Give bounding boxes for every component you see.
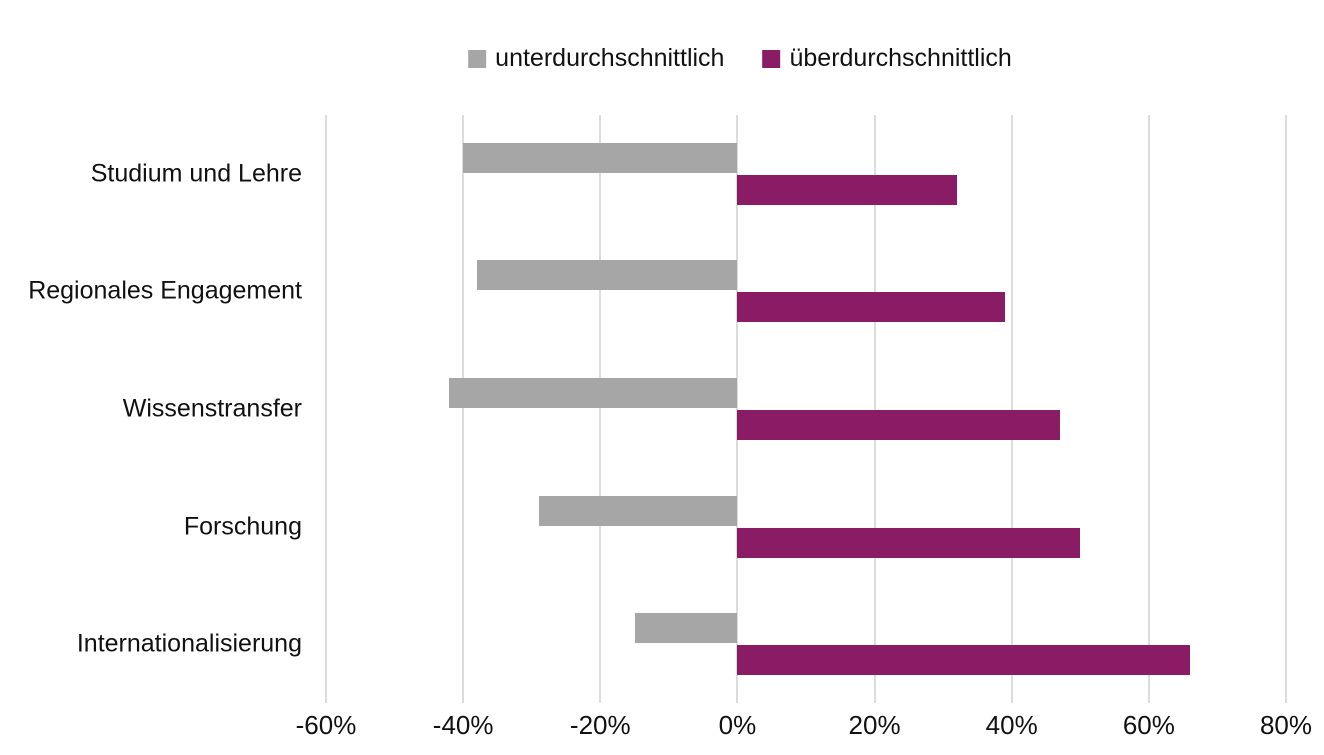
bar-unterdurchschnittlich-3 xyxy=(538,495,738,526)
x-tick-label-60: 60% xyxy=(1122,710,1175,740)
gridline--20 xyxy=(599,115,602,703)
legend-swatch-unterdurchschnittlich xyxy=(468,49,487,68)
legend-item-unterdurchschnittlich: unterdurchschnittlich xyxy=(468,44,724,73)
x-tick-label-40: 40% xyxy=(985,710,1038,740)
x-tick-label-80: 80% xyxy=(1259,710,1313,740)
category-label-2: Wissenstransfer xyxy=(122,394,302,423)
x-tick-label--20: -20% xyxy=(569,710,631,740)
plot-area xyxy=(325,115,1287,703)
legend-label-unterdurchschnittlich: unterdurchschnittlich xyxy=(495,44,725,72)
gridline--60 xyxy=(325,115,327,703)
gridline-80 xyxy=(1285,115,1287,703)
category-label-1: Regionales Engagement xyxy=(28,276,302,305)
gridline-60 xyxy=(1147,115,1150,703)
bar-unterdurchschnittlich-2 xyxy=(449,378,738,408)
gridline-20 xyxy=(873,115,876,703)
x-axis: -60% -40% -20% 0% 20% 40% 60% 80% xyxy=(296,710,1312,750)
x-tick-label-20: 20% xyxy=(848,710,901,740)
bar-unterdurchschnittlich-4 xyxy=(634,613,738,644)
bar-überdurchschnittlich-1 xyxy=(737,292,1005,323)
category-axis: Studium und Lehre Regionales Engagement Wi… xyxy=(0,115,302,703)
category-label-0: Studium und Lehre xyxy=(90,159,302,188)
bar-überdurchschnittlich-3 xyxy=(737,527,1081,558)
gridline--40 xyxy=(462,115,465,703)
bar-überdurchschnittlich-4 xyxy=(737,645,1190,676)
category-label-3: Forschung xyxy=(183,512,302,541)
x-tick-label-0: 0% xyxy=(718,710,757,740)
legend: unterdurchschnittlich überdurchschnittli… xyxy=(468,44,1012,73)
bar-überdurchschnittlich-0 xyxy=(737,174,957,205)
x-tick-label--40: -40% xyxy=(432,710,494,740)
bar-überdurchschnittlich-2 xyxy=(737,410,1060,440)
legend-swatch-ueberdurchschnittlich xyxy=(762,49,781,68)
x-tick-label--60: -60% xyxy=(295,710,357,740)
gridline-40 xyxy=(1010,115,1013,703)
legend-label-ueberdurchschnittlich: überdurchschnittlich xyxy=(789,44,1012,72)
gridline-0 xyxy=(736,115,739,703)
bar-unterdurchschnittlich-0 xyxy=(463,142,738,173)
bar-unterdurchschnittlich-1 xyxy=(476,260,738,291)
legend-item-ueberdurchschnittlich: überdurchschnittlich xyxy=(762,44,1012,73)
category-label-4: Internationalisierung xyxy=(76,629,302,658)
